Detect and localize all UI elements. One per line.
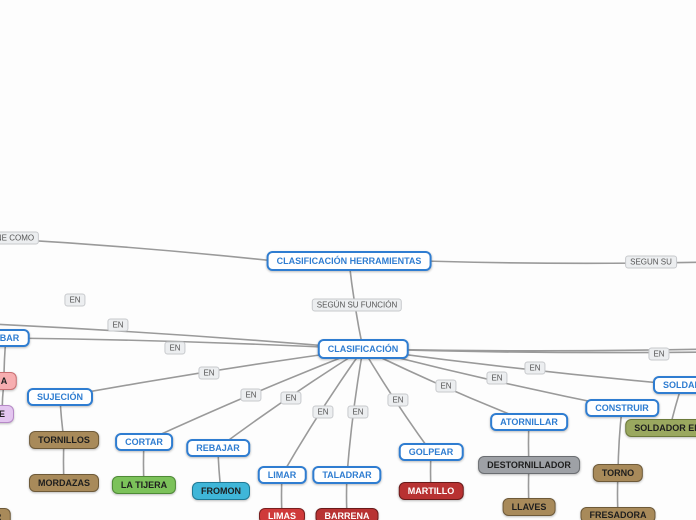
node-rebajar[interactable]: REBAJAR <box>186 439 250 457</box>
node-golpear[interactable]: GOLPEAR <box>399 443 464 461</box>
node-mordazas[interactable]: MORDAZAS <box>29 474 99 492</box>
edge-label: EN <box>347 406 368 419</box>
edge-label: EN <box>524 362 545 375</box>
edge-label: EN <box>435 380 456 393</box>
node-fromon[interactable]: FROMON <box>192 482 250 500</box>
node-limas[interactable]: LIMAS <box>259 508 305 520</box>
edge-label: EN <box>648 348 669 361</box>
node-tornillos[interactable]: TORNILLOS <box>29 431 99 449</box>
edge-label: EN <box>387 394 408 407</box>
node-frag-left[interactable]: R <box>0 508 10 520</box>
node-tijera[interactable]: LA TIJERA <box>112 476 176 494</box>
edge <box>363 349 696 353</box>
edge-label: SEGÚN SU FUNCIÓN <box>312 299 402 312</box>
node-taladrar[interactable]: TALADRAR <box>312 466 381 484</box>
edge-label: SEGUN SU <box>625 256 677 269</box>
edge-label: EN <box>312 406 333 419</box>
edge-label: NE COMO <box>0 232 39 245</box>
edge-label: EN <box>486 372 507 385</box>
edge <box>363 349 696 351</box>
node-llaves[interactable]: LLAVES <box>503 498 556 516</box>
edge <box>363 349 682 385</box>
node-cortar[interactable]: CORTAR <box>115 433 173 451</box>
edge-label: EN <box>240 389 261 402</box>
edge-label: EN <box>64 294 85 307</box>
node-limar[interactable]: LIMAR <box>258 466 307 484</box>
node-root[interactable]: CLASIFICACIÓN HERRAMIENTAS <box>267 251 432 271</box>
node-soldelec[interactable]: SOLDADOR ELE <box>625 419 696 437</box>
node-frag-ca[interactable]: A <box>0 372 16 390</box>
node-soldar[interactable]: SOLDAR <box>653 376 696 394</box>
edge-label: EN <box>107 319 128 332</box>
edge <box>0 238 275 261</box>
node-clasif[interactable]: CLASIFICACIÓN <box>318 339 409 359</box>
concept-map-canvas: CLASIFICACIÓN HERRAMIENTAS CLASIFICACIÓN O… <box>0 0 696 520</box>
node-martillo[interactable]: MARTILLO <box>399 482 464 500</box>
node-frag-le[interactable]: E <box>0 405 14 423</box>
edge-label: EN <box>280 392 301 405</box>
node-atornillar[interactable]: ATORNILLAR <box>490 413 568 431</box>
node-barrena[interactable]: BARRENA <box>316 508 379 520</box>
node-sujecion[interactable]: SUJECIÓN <box>27 388 93 406</box>
node-fresadora[interactable]: FRESADORA <box>580 507 655 520</box>
edge-label: EN <box>198 367 219 380</box>
node-torno[interactable]: TORNO <box>593 464 643 482</box>
node-robar[interactable]: OBAR <box>0 329 29 347</box>
node-construir[interactable]: CONSTRUIR <box>585 399 659 417</box>
edge-label: EN <box>164 342 185 355</box>
node-destorn[interactable]: DESTORNILLADOR <box>478 456 580 474</box>
